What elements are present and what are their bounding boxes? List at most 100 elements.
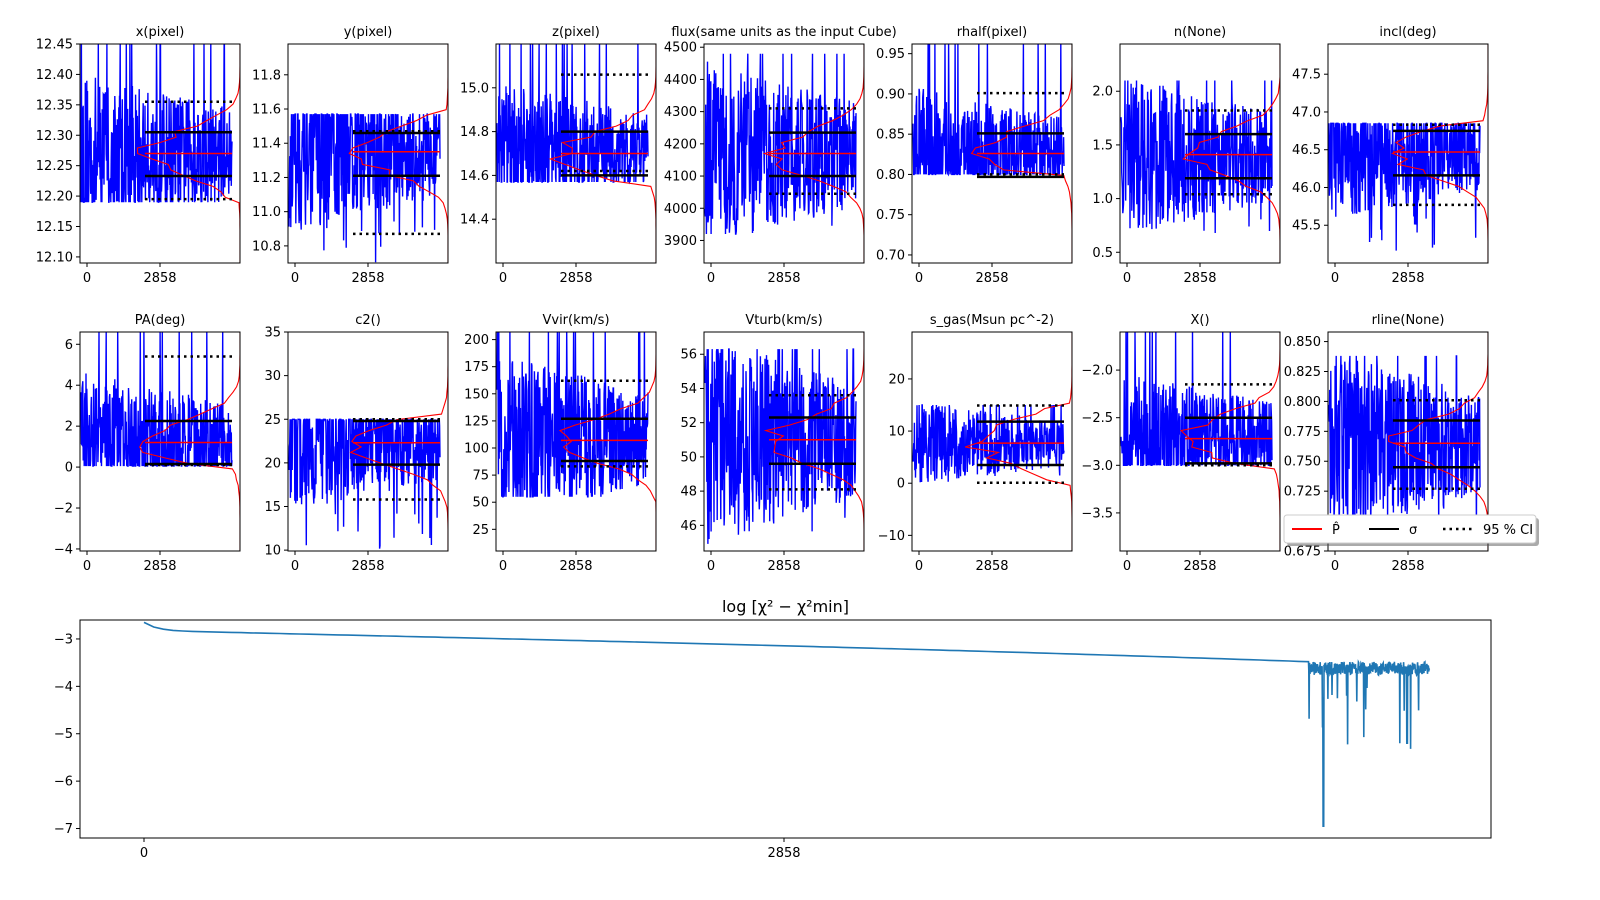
y-tick-label: 0.80 — [876, 168, 905, 183]
trace-panel: rhalf(pixel) 0.70 0.75 0.80 0.85 0.90 0.95 0 285… — [876, 25, 1073, 286]
y-tick-label: −2 — [54, 502, 73, 517]
y-tick-label: 10 — [264, 544, 281, 559]
trace-line — [80, 44, 233, 203]
y-tick-label: 12.40 — [36, 68, 73, 83]
y-tick-label: 0.95 — [876, 47, 905, 62]
x-tick-label: 2858 — [1391, 271, 1424, 286]
y-tick-label: 47.0 — [1292, 105, 1321, 120]
panel-title: c2() — [355, 313, 381, 328]
y-tick-label: 6 — [65, 338, 73, 353]
y-tick-label: 0.85 — [876, 128, 905, 143]
y-tick-label: 20 — [888, 372, 905, 387]
chi2-title: log [χ² − χ²min] — [722, 597, 849, 616]
trace-line — [496, 332, 649, 498]
x-tick-label: 0 — [499, 271, 507, 286]
legend-box — [1283, 514, 1537, 544]
trace-panel: Vvir(km/s) 25 50 75 100 125 150 175 200 0 2858 — [464, 313, 657, 574]
y-tick-label: 10 — [888, 425, 905, 440]
y-tick-label: 50 — [472, 496, 489, 511]
trace-panel: s_gas(Msun pc^-2) −10 0 10 20 0 2858 — [878, 313, 1073, 574]
x-tick-label: 0 — [83, 559, 91, 574]
panel-title: flux(same units as the input Cube) — [671, 25, 896, 40]
y-tick-label: 2.0 — [1092, 85, 1113, 100]
trace-panel: flux(same units as the input Cube) 3900 40… — [664, 25, 897, 286]
x-tick-label: 2858 — [143, 559, 176, 574]
y-tick-label: 0.675 — [1284, 545, 1321, 560]
y-tick-label: 4500 — [664, 41, 697, 56]
y-tick-label: 3900 — [664, 234, 697, 249]
legend: P̂ σ 95 % CI — [1283, 514, 1539, 546]
y-tick-label: −4 — [54, 680, 73, 695]
y-tick-label: 11.0 — [252, 205, 281, 220]
y-tick-label: −3.0 — [1081, 459, 1113, 474]
y-tick-label: 15 — [264, 500, 281, 515]
x-tick-label: 0 — [1123, 271, 1131, 286]
y-tick-label: −4 — [54, 542, 73, 557]
y-tick-label: 4100 — [664, 170, 697, 185]
trace-line — [288, 113, 441, 263]
x-tick-label: 0 — [1331, 271, 1339, 286]
trace-line — [1328, 122, 1481, 251]
trace-line — [1120, 332, 1273, 467]
y-tick-label: 12.30 — [36, 129, 73, 144]
y-tick-label: 14.8 — [460, 125, 489, 140]
y-tick-label: 11.4 — [252, 137, 281, 152]
y-tick-label: 150 — [464, 387, 489, 402]
trace-panel: y(pixel) 10.8 11.0 11.2 11.4 11.6 11.8 0 2858 — [252, 25, 449, 286]
y-tick-label: 25 — [264, 413, 281, 428]
panel-title: s_gas(Msun pc^-2) — [930, 313, 1054, 328]
panel-title: x(pixel) — [136, 25, 185, 40]
y-tick-label: 12.10 — [36, 250, 73, 265]
y-tick-label: 0.75 — [876, 208, 905, 223]
trace-panel: x(pixel) 12.10 12.15 12.20 12.25 12.30 12.35 12… — [36, 25, 241, 286]
trace-line — [288, 418, 441, 549]
y-tick-label: 0 — [65, 461, 73, 476]
trace-panel: X() −3.5 −3.0 −2.5 −2.0 0 2858 — [1081, 313, 1281, 574]
x-tick-label: 0 — [1331, 559, 1339, 574]
trace-panel: PA(deg) −4 −2 0 2 4 6 0 2858 — [54, 313, 241, 574]
trace-panel: c2() 10 15 20 25 30 35 0 2858 — [264, 313, 449, 574]
x-tick-label: 0 — [291, 271, 299, 286]
x-tick-label: 0 — [140, 846, 148, 861]
trace-panel: n(None) 0.5 1.0 1.5 2.0 0 2858 — [1092, 25, 1281, 286]
y-tick-label: 2 — [65, 420, 73, 435]
legend-label: 95 % CI — [1483, 523, 1533, 538]
y-tick-label: −6 — [54, 775, 73, 790]
panel-title: X() — [1190, 313, 1209, 328]
trace-line — [704, 53, 857, 235]
y-tick-label: −3.5 — [1081, 506, 1113, 521]
y-tick-label: −5 — [54, 727, 73, 742]
y-tick-label: 14.6 — [460, 169, 489, 184]
x-tick-label: 0 — [83, 271, 91, 286]
y-tick-label: 200 — [464, 333, 489, 348]
panel-title: Vturb(km/s) — [745, 313, 822, 328]
x-tick-label: 2858 — [1183, 271, 1216, 286]
panel-title: incl(deg) — [1379, 25, 1436, 40]
panel-title: n(None) — [1174, 25, 1226, 40]
x-tick-label: 2858 — [559, 559, 592, 574]
y-tick-label: 47.5 — [1292, 68, 1321, 83]
y-tick-label: 46.5 — [1292, 143, 1321, 158]
y-tick-label: 0 — [897, 477, 905, 492]
x-tick-label: 2858 — [351, 271, 384, 286]
trace-line — [704, 348, 857, 544]
y-tick-label: −3 — [54, 632, 73, 647]
y-tick-label: 4400 — [664, 73, 697, 88]
x-tick-label: 2858 — [1391, 559, 1424, 574]
panel-title: Vvir(km/s) — [542, 313, 609, 328]
y-tick-label: 30 — [264, 369, 281, 384]
chi2-panel: log [χ² − χ²min] −7 −6 −5 −4 −3 0 2858 — [54, 597, 1492, 861]
trace-line — [912, 44, 1065, 177]
y-tick-label: 35 — [264, 326, 281, 341]
panel-title: rhalf(pixel) — [957, 25, 1027, 40]
panel-title: y(pixel) — [344, 25, 393, 40]
chi2-line — [143, 621, 1431, 828]
trace-line — [1120, 80, 1273, 234]
y-tick-label: 20 — [264, 456, 281, 471]
y-tick-label: 50 — [680, 450, 697, 465]
y-tick-label: 0.775 — [1284, 425, 1321, 440]
y-tick-label: 4200 — [664, 137, 697, 152]
x-tick-label: 2858 — [351, 559, 384, 574]
y-tick-label: 0.90 — [876, 87, 905, 102]
y-tick-label: 12.20 — [36, 190, 73, 205]
